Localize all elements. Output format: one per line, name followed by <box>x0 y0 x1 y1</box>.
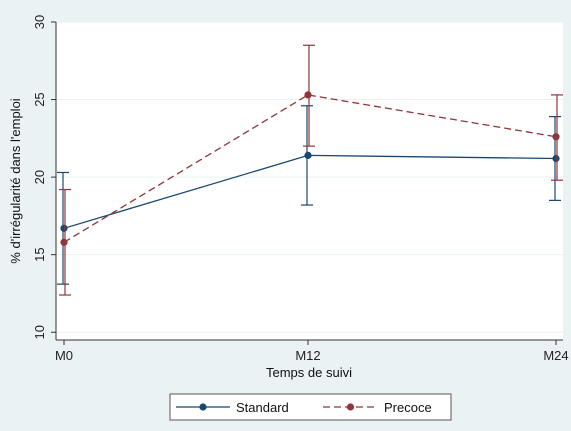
legend-item-standard: Standard <box>176 400 289 415</box>
legend: Standard Precoce <box>169 393 452 421</box>
y-tick-label: 20 <box>32 170 47 184</box>
series-line <box>63 94 557 243</box>
data-point <box>304 151 312 160</box>
y-tick-label: 15 <box>32 247 47 261</box>
legend-label: Precoce <box>384 400 432 415</box>
y-axis-title: % d'irrégularité dans l'emploi <box>8 98 23 263</box>
series-precoce <box>59 44 563 296</box>
series-layer <box>57 44 563 296</box>
axes-layer <box>55 22 563 341</box>
data-point <box>552 154 560 163</box>
y-tick-label: 10 <box>32 325 47 339</box>
data-point <box>552 133 560 141</box>
series-standard <box>57 105 561 285</box>
x-tick-label: M0 <box>55 348 73 363</box>
legend-item-precoce: Precoce <box>323 400 432 415</box>
y-tick-label: 25 <box>32 92 47 106</box>
legend-marker <box>199 403 207 411</box>
legend-marker <box>346 403 355 411</box>
x-ticks: M0 M12 M24 <box>55 340 569 363</box>
x-tick-label: M12 <box>295 348 320 363</box>
data-point <box>304 91 312 99</box>
y-tick-label: 30 <box>32 15 47 29</box>
legend-label: Standard <box>236 400 289 415</box>
x-tick-label: M24 <box>543 348 568 363</box>
data-point <box>60 238 68 246</box>
data-point <box>60 224 68 232</box>
x-axis-title: Temps de suivi <box>266 365 352 380</box>
y-ticks: 10 15 20 25 30 <box>32 15 56 339</box>
legend-items: Standard Precoce <box>176 400 432 415</box>
